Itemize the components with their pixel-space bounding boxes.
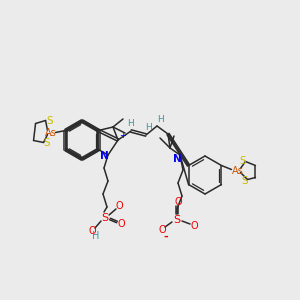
Text: H: H — [157, 115, 164, 124]
Text: O: O — [115, 201, 123, 211]
Text: O: O — [174, 197, 182, 207]
Text: +: + — [120, 130, 126, 140]
Text: As: As — [45, 128, 56, 139]
Text: O: O — [88, 226, 96, 236]
Text: S: S — [239, 155, 246, 166]
Text: S: S — [43, 139, 50, 148]
Text: H: H — [127, 119, 134, 128]
Text: S: S — [241, 176, 248, 187]
Text: -: - — [164, 232, 168, 242]
Text: N: N — [100, 151, 108, 161]
Text: H: H — [145, 124, 152, 133]
Text: O: O — [158, 225, 166, 235]
Text: S: S — [101, 213, 109, 223]
Text: N: N — [172, 154, 182, 164]
Text: H: H — [92, 231, 100, 241]
Text: As: As — [232, 166, 243, 176]
Text: S: S — [46, 116, 53, 125]
Text: O: O — [190, 221, 198, 231]
Text: S: S — [173, 215, 181, 225]
Text: O: O — [117, 219, 125, 229]
